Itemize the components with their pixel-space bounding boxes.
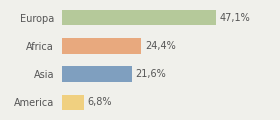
Bar [62, 10, 216, 25]
Text: 24,4%: 24,4% [145, 41, 176, 51]
Text: 47,1%: 47,1% [219, 13, 250, 23]
Bar [62, 66, 132, 82]
Bar [62, 38, 141, 54]
Text: 6,8%: 6,8% [87, 97, 112, 107]
Text: 21,6%: 21,6% [136, 69, 166, 79]
Bar [62, 95, 84, 110]
